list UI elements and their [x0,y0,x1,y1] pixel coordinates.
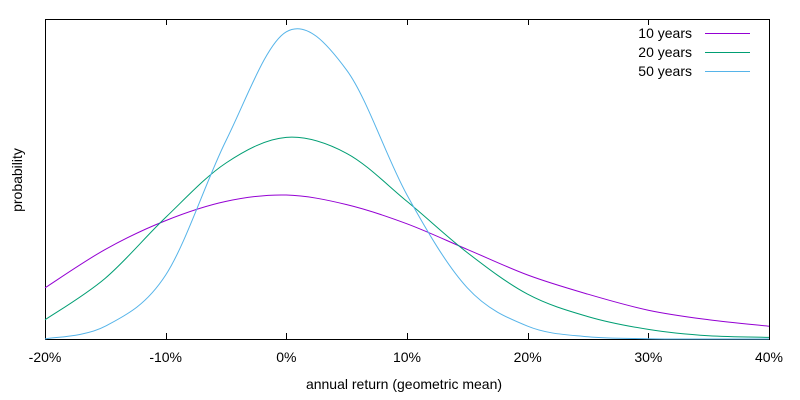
x-axis-ticks: -20% -10% 0% 10% 20% 30% 40% [29,19,783,365]
x-tick-label: -20% [29,349,62,365]
series-lines [44,28,770,340]
legend: 10 years 20 years 50 years [638,25,750,79]
y-axis-label: probability [9,148,25,212]
legend-label: 10 years [638,25,692,41]
x-tick-label: 0% [276,349,296,365]
x-tick-label: 40% [755,349,783,365]
legend-label: 50 years [638,63,692,79]
legend-label: 20 years [638,44,692,60]
x-tick-label: -10% [149,349,182,365]
series-line-20-years [44,136,770,338]
series-line-50-years [44,28,770,340]
x-tick-label: 30% [634,349,662,365]
series-line-10-years [44,194,770,327]
x-tick-label: 20% [514,349,542,365]
x-tick-label: 10% [393,349,421,365]
x-axis-label: annual return (geometric mean) [306,376,502,392]
